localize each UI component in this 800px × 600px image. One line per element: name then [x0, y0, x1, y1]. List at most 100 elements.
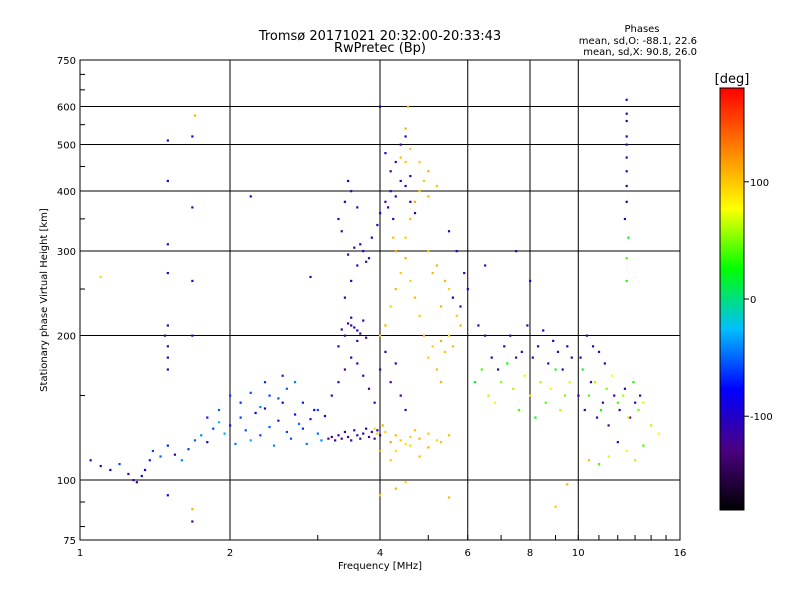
data-point — [639, 394, 642, 397]
data-point — [554, 368, 557, 371]
data-point — [193, 439, 197, 442]
data-point — [340, 230, 343, 233]
colorbar — [719, 87, 745, 511]
data-point — [350, 439, 353, 442]
y-tick-label: 600 — [57, 103, 76, 114]
data-point — [356, 362, 359, 365]
data-point — [509, 334, 512, 337]
data-point — [435, 184, 438, 188]
data-point — [365, 260, 368, 263]
data-point — [166, 345, 169, 348]
data-point — [591, 345, 595, 348]
data-point — [346, 253, 350, 256]
data-point — [249, 439, 252, 442]
data-point — [563, 394, 567, 397]
data-point — [637, 408, 640, 412]
data-point — [622, 394, 625, 397]
data-point — [212, 427, 215, 430]
data-point — [625, 135, 628, 138]
data-point — [337, 345, 340, 348]
data-point — [293, 381, 297, 384]
data-point — [254, 411, 257, 415]
data-point — [634, 401, 637, 404]
data-point — [427, 446, 430, 449]
data-point — [384, 152, 387, 155]
data-point — [166, 243, 169, 246]
data-point — [404, 127, 407, 130]
x-axis-label: Frequency [MHz] — [338, 561, 422, 572]
data-point — [568, 381, 571, 384]
data-point — [650, 424, 653, 427]
data-point — [127, 472, 130, 476]
data-point — [367, 257, 371, 260]
data-point — [418, 160, 421, 164]
data-point — [166, 139, 169, 142]
data-point — [447, 496, 451, 499]
data-point — [151, 449, 155, 453]
data-point — [381, 424, 384, 427]
data-point — [353, 326, 356, 329]
data-point — [389, 441, 392, 444]
data-point — [409, 279, 412, 283]
data-point — [313, 408, 316, 412]
data-point — [625, 449, 628, 453]
data-point — [435, 368, 438, 371]
data-point — [404, 442, 407, 445]
data-point — [422, 334, 426, 337]
data-point — [285, 387, 288, 390]
data-point — [597, 350, 601, 353]
y-tick-label: 75 — [63, 536, 76, 547]
data-point — [309, 418, 312, 421]
data-point — [399, 394, 402, 397]
data-point — [239, 416, 242, 419]
data-point — [365, 336, 368, 339]
data-point — [523, 374, 526, 377]
data-point — [404, 135, 407, 138]
data-point — [473, 381, 477, 384]
data-point — [547, 362, 550, 365]
data-point — [285, 430, 288, 434]
data-point — [500, 381, 503, 384]
data-point — [367, 387, 371, 390]
data-point — [370, 430, 373, 434]
data-point — [603, 362, 606, 365]
data-point — [337, 217, 340, 221]
data-point — [404, 481, 407, 484]
data-point — [427, 432, 430, 435]
data-point — [297, 422, 301, 425]
data-point — [625, 156, 628, 159]
data-point — [616, 441, 619, 444]
data-point — [512, 387, 515, 390]
data-point — [166, 356, 169, 359]
data-point — [362, 432, 365, 435]
colorbar-ticks: 100 0 -100 — [744, 178, 773, 423]
data-point — [340, 437, 343, 440]
data-point — [409, 435, 412, 439]
data-point — [340, 328, 343, 331]
data-point — [439, 339, 443, 343]
data-point — [379, 434, 382, 437]
data-point — [163, 334, 167, 337]
data-point — [577, 394, 580, 397]
data-point — [566, 345, 569, 348]
data-point — [625, 98, 628, 101]
data-point — [343, 430, 347, 434]
y-tick-label: 500 — [57, 141, 76, 152]
data-point — [376, 432, 379, 435]
data-point — [561, 368, 564, 371]
x-tick-label: 6 — [465, 548, 471, 559]
data-point — [99, 464, 102, 468]
data-point — [259, 434, 262, 437]
data-point — [346, 322, 350, 325]
data-point — [166, 324, 169, 327]
data-point — [234, 442, 237, 445]
data-point — [343, 368, 347, 371]
data-point — [455, 250, 458, 253]
data-point — [159, 455, 162, 458]
data-point — [191, 334, 194, 337]
data-point — [618, 408, 621, 412]
data-point — [394, 434, 397, 437]
data-point — [587, 394, 591, 397]
data-point — [394, 160, 397, 164]
data-point — [593, 381, 597, 384]
